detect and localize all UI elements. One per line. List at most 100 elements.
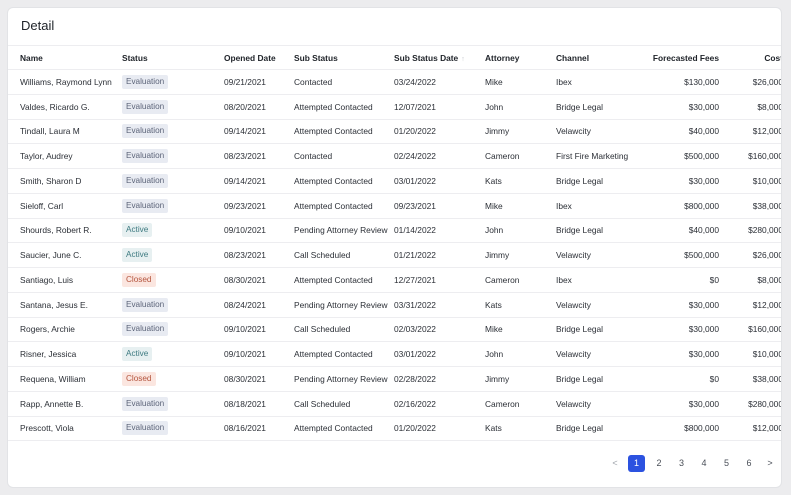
header-sub-status[interactable]: Sub Status xyxy=(294,45,394,70)
header-sub-status-date[interactable]: Sub Status Date ↑ xyxy=(394,45,485,70)
status-badge: Evaluation xyxy=(122,124,169,139)
cell-forecasted-fees: $30,000 xyxy=(640,168,719,194)
cell-attorney: Kats xyxy=(485,292,556,318)
table-row[interactable]: Tindall, Laura M Evaluation 09/14/2021 Atte… xyxy=(8,119,781,145)
table-row[interactable]: Saucier, June C. Active 08/23/2021 Call Sch… xyxy=(8,242,781,268)
header-opened-date[interactable]: Opened Date xyxy=(224,45,294,70)
cell-sub-status: Call Scheduled xyxy=(294,391,394,417)
page-button-6[interactable]: 6 xyxy=(746,458,752,468)
cell-sub-status-date: 01/14/2022 xyxy=(394,218,485,244)
cell-opened-date: 09/14/2021 xyxy=(224,168,294,194)
cell-attorney: John xyxy=(485,341,556,367)
cell-status: Active xyxy=(122,341,224,367)
cell-sub-status: Attempted Contacted xyxy=(294,416,394,442)
cell-forecasted-fees: $0 xyxy=(640,366,719,392)
cell-sub-status: Attempted Contacted xyxy=(294,94,394,120)
cell-status: Evaluation xyxy=(122,143,224,169)
cell-cost: $12,000 xyxy=(719,416,781,442)
cell-attorney: John xyxy=(485,218,556,244)
cell-status: Closed xyxy=(122,366,224,392)
page-button-4[interactable]: 4 xyxy=(701,458,707,468)
cell-status: Active xyxy=(122,218,224,244)
table-row[interactable]: Sieloff, Carl Evaluation 09/23/2021 Attempt… xyxy=(8,193,781,219)
cell-sub-status: Attempted Contacted xyxy=(294,168,394,194)
table-row[interactable]: Requena, William Closed 08/30/2021 Pending … xyxy=(8,366,781,392)
header-cost[interactable]: Cost xyxy=(719,45,781,70)
cell-cost: $8,000 xyxy=(719,94,781,120)
table-row[interactable]: Rapp, Annette B. Evaluation 08/18/2021 Call… xyxy=(8,391,781,417)
table-row[interactable]: Rogers, Archie Evaluation 09/10/2021 Call S… xyxy=(8,317,781,343)
cell-status: Evaluation xyxy=(122,94,224,120)
sort-arrow-icon[interactable]: ↑ xyxy=(461,55,465,63)
table-row[interactable]: Williams, Raymond Lynn Evaluation 09/21/20… xyxy=(8,69,781,95)
cell-attorney: Mike xyxy=(485,317,556,343)
table-row[interactable]: Taylor, Audrey Evaluation 08/23/2021 Contac… xyxy=(8,143,781,169)
table-body: Williams, Raymond Lynn Evaluation 09/21/20… xyxy=(8,69,781,442)
cell-attorney: Kats xyxy=(485,168,556,194)
prev-page-button[interactable]: < xyxy=(612,458,618,468)
table-row[interactable]: Santana, Jesus E. Evaluation 08/24/2021 Pen… xyxy=(8,292,781,318)
cell-cost: $8,000 xyxy=(719,267,781,293)
cell-sub-status: Pending Attorney Review xyxy=(294,366,394,392)
cell-sub-status-date: 02/03/2022 xyxy=(394,317,485,343)
header-channel[interactable]: Channel xyxy=(556,45,640,70)
cell-channel: Velawcity xyxy=(556,119,640,145)
cell-name: Taylor, Audrey xyxy=(8,143,122,169)
page-button-3[interactable]: 3 xyxy=(678,458,684,468)
cell-forecasted-fees: $40,000 xyxy=(640,218,719,244)
cell-sub-status-date: 02/16/2022 xyxy=(394,391,485,417)
page-button-2[interactable]: 2 xyxy=(656,458,662,468)
cell-cost: $26,000 xyxy=(719,69,781,95)
cell-channel: Velawcity xyxy=(556,391,640,417)
cell-channel: Bridge Legal xyxy=(556,317,640,343)
cell-status: Evaluation xyxy=(122,119,224,145)
cell-channel: Ibex xyxy=(556,69,640,95)
table-row[interactable]: Smith, Sharon D Evaluation 09/14/2021 Attem… xyxy=(8,168,781,194)
cell-name: Tindall, Laura M xyxy=(8,119,122,145)
cell-cost: $12,000 xyxy=(719,292,781,318)
table-row[interactable]: Risner, Jessica Active 09/10/2021 Attempted… xyxy=(8,341,781,367)
cell-sub-status: Call Scheduled xyxy=(294,317,394,343)
header-forecasted-fees[interactable]: Forecasted Fees xyxy=(640,45,719,70)
cell-sub-status-date: 12/27/2021 xyxy=(394,267,485,293)
status-badge: Active xyxy=(122,248,153,263)
table-row[interactable]: Valdes, Ricardo G. Evaluation 08/20/2021 At… xyxy=(8,94,781,120)
cell-opened-date: 08/24/2021 xyxy=(224,292,294,318)
header-attorney[interactable]: Attorney xyxy=(485,45,556,70)
cell-forecasted-fees: $30,000 xyxy=(640,391,719,417)
cell-cost: $160,000 xyxy=(719,317,781,343)
cell-attorney: Mike xyxy=(485,69,556,95)
header-name[interactable]: Name xyxy=(8,45,122,70)
cell-status: Evaluation xyxy=(122,317,224,343)
cell-sub-status-date: 02/28/2022 xyxy=(394,366,485,392)
next-page-button[interactable]: > xyxy=(767,458,773,468)
status-badge: Evaluation xyxy=(122,297,169,312)
table-row[interactable]: Shourds, Robert R. Active 09/10/2021 Pendin… xyxy=(8,218,781,244)
header-status[interactable]: Status xyxy=(122,45,224,70)
status-badge: Evaluation xyxy=(122,149,169,164)
cell-status: Active xyxy=(122,242,224,268)
cell-opened-date: 09/23/2021 xyxy=(224,193,294,219)
cell-forecasted-fees: $130,000 xyxy=(640,69,719,95)
cell-sub-status: Pending Attorney Review xyxy=(294,292,394,318)
cell-status: Closed xyxy=(122,267,224,293)
cell-channel: Velawcity xyxy=(556,341,640,367)
cell-channel: Ibex xyxy=(556,267,640,293)
cell-name: Santiago, Luis xyxy=(8,267,122,293)
page-button-1[interactable]: 1 xyxy=(628,454,645,472)
cell-name: Saucier, June C. xyxy=(8,242,122,268)
status-badge: Evaluation xyxy=(122,198,169,213)
cell-opened-date: 09/10/2021 xyxy=(224,341,294,367)
cell-forecasted-fees: $30,000 xyxy=(640,94,719,120)
table-row[interactable]: Santiago, Luis Closed 08/30/2021 Attempted … xyxy=(8,267,781,293)
cell-cost: $26,000 xyxy=(719,242,781,268)
cell-sub-status-date: 02/24/2022 xyxy=(394,143,485,169)
status-badge: Evaluation xyxy=(122,173,169,188)
detail-card: Detail Name Status Opened Date Sub Statu… xyxy=(7,7,782,488)
page-button-5[interactable]: 5 xyxy=(723,458,729,468)
cell-sub-status-date: 03/01/2022 xyxy=(394,341,485,367)
table-row[interactable]: Prescott, Viola Evaluation 08/16/2021 Attem… xyxy=(8,416,781,442)
pagination: <1 2 3 4 5 6 > xyxy=(608,454,777,472)
status-badge: Evaluation xyxy=(122,396,169,411)
cell-attorney: Kats xyxy=(485,416,556,442)
